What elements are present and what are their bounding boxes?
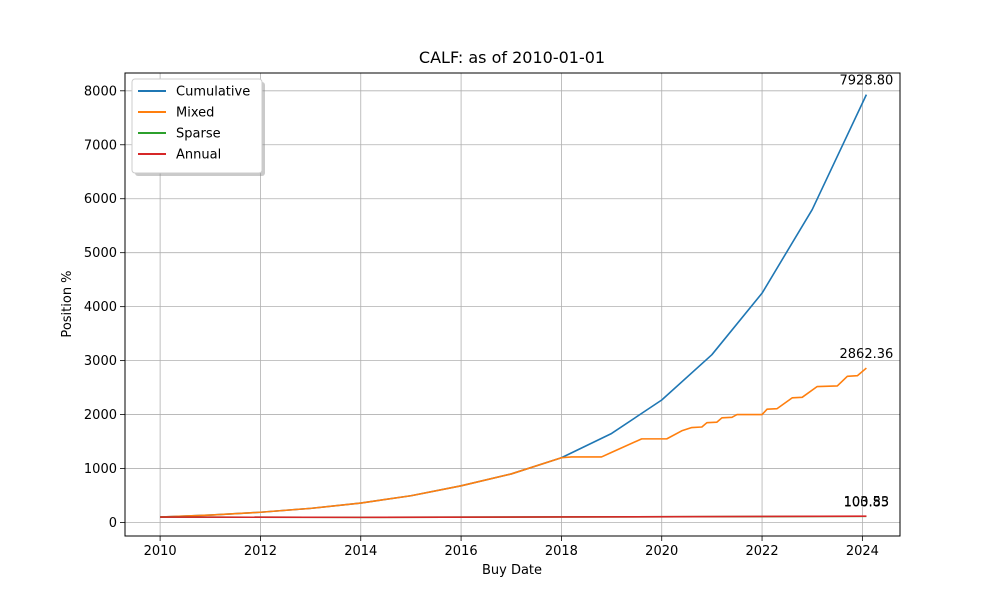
series-layer bbox=[160, 94, 868, 519]
x-tick-label: 2024 bbox=[846, 544, 879, 559]
y-tick-label: 1000 bbox=[84, 462, 117, 477]
y-tick-label: 7000 bbox=[84, 138, 117, 153]
y-axis-label: Position % bbox=[60, 270, 75, 337]
y-tick-label: 4000 bbox=[84, 300, 117, 315]
legend-label-annual: Annual bbox=[176, 148, 221, 163]
legend-label-mixed: Mixed bbox=[176, 106, 214, 121]
chart-title: CALF: as of 2010-01-01 bbox=[419, 48, 605, 67]
end-label-cumulative: 7928.80 bbox=[840, 74, 894, 89]
plot-frame bbox=[124, 72, 901, 537]
end-label-mixed: 2862.36 bbox=[840, 347, 894, 362]
end-label-sparse: 100.85 bbox=[844, 495, 890, 510]
ticks: 2010 2012 2014 2016 2018 2020 2022 2024 0 1000 200… bbox=[84, 84, 879, 559]
series-line-mixed bbox=[160, 367, 867, 518]
legend-box bbox=[131, 78, 263, 174]
x-tick-label: 2010 bbox=[144, 544, 177, 559]
y-tick-label: 0 bbox=[109, 516, 117, 531]
series-line-annual bbox=[160, 515, 867, 519]
x-tick-label: 2014 bbox=[344, 544, 377, 559]
legend: Cumulative Mixed Sparse Annual bbox=[131, 78, 265, 176]
x-tick-label: 2016 bbox=[445, 544, 478, 559]
y-tick-label: 6000 bbox=[84, 192, 117, 207]
x-tick-label: 2012 bbox=[244, 544, 277, 559]
y-tick-label: 8000 bbox=[84, 84, 117, 99]
end-label-annual: 103.53 bbox=[844, 495, 890, 510]
x-tick-label: 2018 bbox=[545, 544, 578, 559]
y-tick-label: 5000 bbox=[84, 246, 117, 261]
legend-label-cumulative: Cumulative bbox=[176, 85, 250, 100]
x-axis-label: Buy Date bbox=[482, 563, 542, 578]
legend-label-sparse: Sparse bbox=[176, 127, 221, 142]
x-tick-label: 2022 bbox=[746, 544, 779, 559]
y-tick-label: 2000 bbox=[84, 408, 117, 423]
y-tick-label: 3000 bbox=[84, 354, 117, 369]
x-tick-label: 2020 bbox=[645, 544, 678, 559]
grid bbox=[125, 73, 900, 536]
